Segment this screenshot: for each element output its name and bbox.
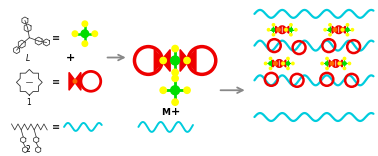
Polygon shape bbox=[339, 60, 342, 67]
Circle shape bbox=[343, 67, 346, 70]
Circle shape bbox=[73, 80, 77, 83]
Circle shape bbox=[346, 33, 349, 36]
Circle shape bbox=[274, 62, 277, 65]
Text: M: M bbox=[161, 107, 170, 117]
Polygon shape bbox=[329, 60, 332, 67]
Polygon shape bbox=[337, 60, 340, 67]
Polygon shape bbox=[74, 72, 81, 90]
Circle shape bbox=[341, 29, 344, 31]
Circle shape bbox=[269, 57, 272, 60]
Circle shape bbox=[286, 62, 290, 65]
Circle shape bbox=[324, 29, 326, 31]
Polygon shape bbox=[154, 50, 163, 71]
Circle shape bbox=[172, 99, 178, 105]
Circle shape bbox=[330, 62, 334, 65]
Circle shape bbox=[281, 62, 285, 65]
Circle shape bbox=[160, 87, 166, 93]
Circle shape bbox=[272, 28, 275, 31]
Circle shape bbox=[269, 62, 272, 65]
Circle shape bbox=[328, 28, 332, 31]
Circle shape bbox=[321, 62, 323, 65]
Circle shape bbox=[267, 29, 270, 31]
Circle shape bbox=[351, 29, 353, 31]
Polygon shape bbox=[283, 60, 286, 67]
Circle shape bbox=[186, 59, 190, 62]
Circle shape bbox=[295, 29, 297, 31]
Polygon shape bbox=[276, 26, 279, 33]
Circle shape bbox=[92, 31, 98, 37]
Text: 2: 2 bbox=[26, 145, 31, 154]
Circle shape bbox=[338, 62, 341, 65]
Circle shape bbox=[81, 30, 89, 37]
Circle shape bbox=[346, 28, 349, 31]
Polygon shape bbox=[161, 50, 170, 71]
Circle shape bbox=[290, 33, 292, 36]
Polygon shape bbox=[335, 26, 338, 33]
Circle shape bbox=[172, 45, 178, 52]
Polygon shape bbox=[273, 60, 276, 67]
Circle shape bbox=[329, 33, 331, 36]
Circle shape bbox=[72, 31, 78, 37]
Circle shape bbox=[326, 67, 328, 70]
Circle shape bbox=[277, 28, 280, 32]
Circle shape bbox=[289, 28, 293, 31]
Circle shape bbox=[292, 62, 294, 65]
Polygon shape bbox=[332, 26, 335, 33]
Polygon shape bbox=[283, 26, 287, 33]
Text: +: + bbox=[170, 107, 180, 117]
Polygon shape bbox=[342, 26, 345, 33]
Circle shape bbox=[285, 29, 287, 31]
Polygon shape bbox=[187, 50, 196, 71]
Circle shape bbox=[287, 57, 289, 60]
Circle shape bbox=[184, 57, 190, 64]
Polygon shape bbox=[340, 26, 343, 33]
Circle shape bbox=[287, 67, 289, 70]
Circle shape bbox=[170, 56, 180, 65]
Circle shape bbox=[160, 57, 166, 64]
Circle shape bbox=[82, 41, 88, 46]
Polygon shape bbox=[278, 26, 281, 33]
Text: ≡: ≡ bbox=[52, 33, 60, 43]
Polygon shape bbox=[280, 60, 284, 67]
Circle shape bbox=[272, 33, 275, 36]
Text: +: + bbox=[67, 53, 76, 63]
Polygon shape bbox=[275, 60, 278, 67]
Circle shape bbox=[274, 62, 277, 65]
Circle shape bbox=[346, 24, 349, 26]
Polygon shape bbox=[332, 60, 335, 67]
Circle shape bbox=[343, 62, 346, 65]
Circle shape bbox=[282, 62, 284, 65]
Text: L: L bbox=[26, 54, 31, 63]
Circle shape bbox=[334, 29, 336, 31]
Text: ≡: ≡ bbox=[52, 77, 60, 87]
Circle shape bbox=[348, 62, 351, 65]
Circle shape bbox=[277, 29, 280, 31]
Circle shape bbox=[341, 28, 344, 32]
Circle shape bbox=[290, 24, 292, 26]
Circle shape bbox=[326, 57, 328, 60]
Circle shape bbox=[184, 87, 190, 93]
Circle shape bbox=[284, 28, 288, 32]
Circle shape bbox=[269, 67, 272, 70]
Circle shape bbox=[329, 24, 331, 26]
Polygon shape bbox=[69, 72, 76, 90]
Circle shape bbox=[172, 75, 178, 82]
Circle shape bbox=[82, 21, 88, 27]
Circle shape bbox=[331, 62, 333, 65]
Circle shape bbox=[170, 86, 180, 95]
Circle shape bbox=[333, 28, 337, 32]
Circle shape bbox=[172, 69, 178, 76]
Circle shape bbox=[264, 62, 267, 65]
Text: 1: 1 bbox=[26, 98, 31, 107]
Circle shape bbox=[325, 62, 329, 65]
Circle shape bbox=[160, 59, 164, 62]
Circle shape bbox=[343, 57, 346, 60]
Circle shape bbox=[338, 62, 341, 65]
Polygon shape bbox=[180, 50, 189, 71]
Circle shape bbox=[272, 24, 275, 26]
Text: ≡: ≡ bbox=[52, 122, 60, 132]
Polygon shape bbox=[286, 26, 289, 33]
